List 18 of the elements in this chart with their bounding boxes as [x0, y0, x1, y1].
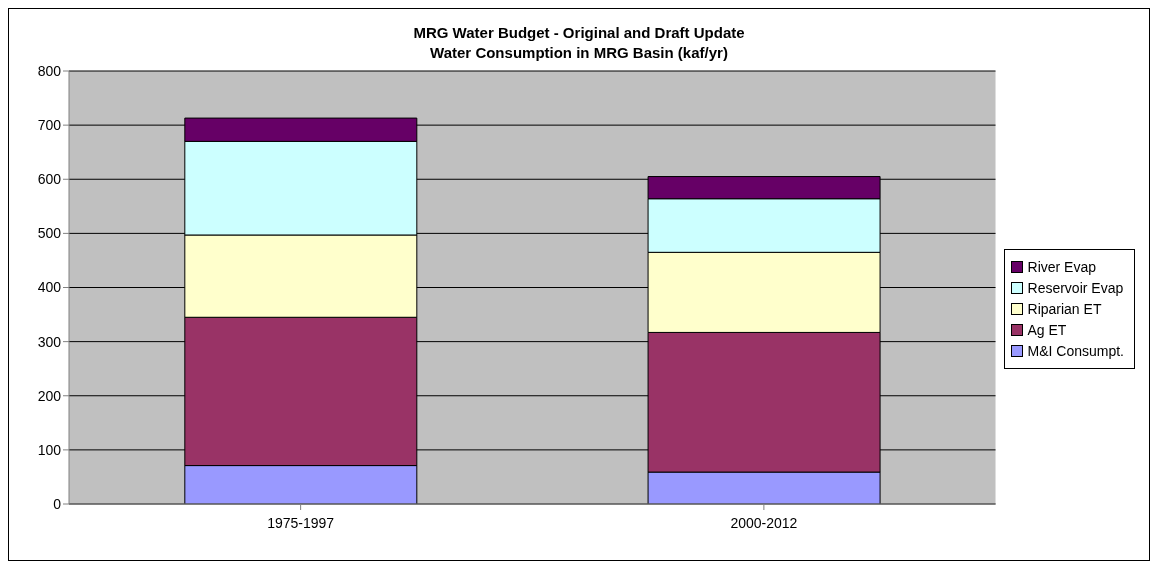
y-tick-label: 400 — [37, 279, 62, 296]
x-tick-label: 1975-1997 — [267, 514, 335, 531]
legend-label: Riparian ET — [1027, 300, 1102, 317]
y-tick-label: 0 — [53, 495, 62, 512]
y-tick-label: 600 — [37, 171, 62, 188]
legend-label: M&I Consumpt. — [1027, 342, 1124, 359]
y-tick-label: 800 — [37, 62, 62, 79]
legend-label: Ag ET — [1027, 321, 1067, 338]
x-tick-label: 2000-2012 — [730, 514, 798, 531]
legend-label: Reservoir Evap — [1027, 279, 1124, 296]
y-tick-label: 700 — [37, 117, 62, 134]
y-tick-label: 500 — [37, 225, 62, 242]
y-tick-label: 100 — [37, 441, 62, 458]
chart-subtitle: Water Consumption in MRG Basin (kaf/yr) — [429, 43, 729, 63]
legend-label: River Evap — [1027, 258, 1096, 275]
chart-title: MRG Water Budget - Original and Draft Update — [412, 23, 746, 43]
y-tick-label: 300 — [37, 333, 62, 350]
y-tick-label: 200 — [37, 387, 62, 404]
